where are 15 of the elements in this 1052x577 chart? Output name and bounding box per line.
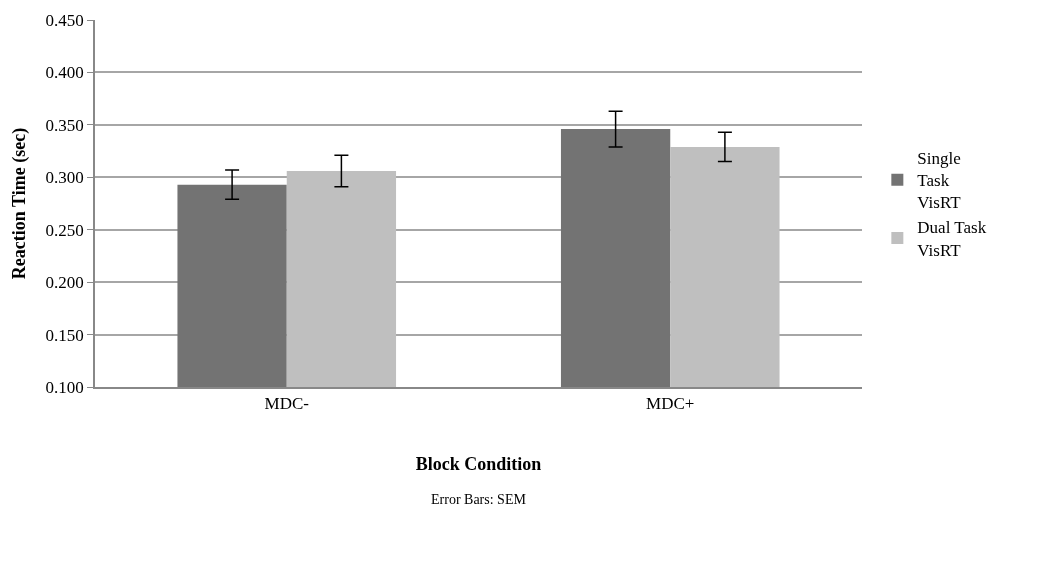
y-tick-label: 0.150 — [45, 325, 84, 345]
y-tick-label: 0.300 — [45, 168, 84, 188]
y-tick-label: 0.400 — [45, 63, 84, 83]
x-axis-title: Block Condition — [415, 453, 542, 474]
y-axis-title: Reaction Time (sec) — [9, 127, 31, 280]
text: Error Bars: SEM — [431, 492, 527, 507]
y-tick-label: 0.100 — [45, 377, 84, 397]
y-tick-label: 0.200 — [45, 273, 84, 293]
y-tick-label: 0.350 — [45, 115, 84, 135]
legend-label: Dual Task VisRT — [917, 218, 987, 260]
x-tick-label: MDC+ — [646, 394, 695, 414]
x-tick-label: MDC- — [264, 394, 310, 414]
y-tick-label: 0.250 — [45, 220, 84, 240]
y-tick-label: 0.450 — [45, 10, 84, 30]
legend-label: Single Task VisRT — [917, 149, 962, 213]
